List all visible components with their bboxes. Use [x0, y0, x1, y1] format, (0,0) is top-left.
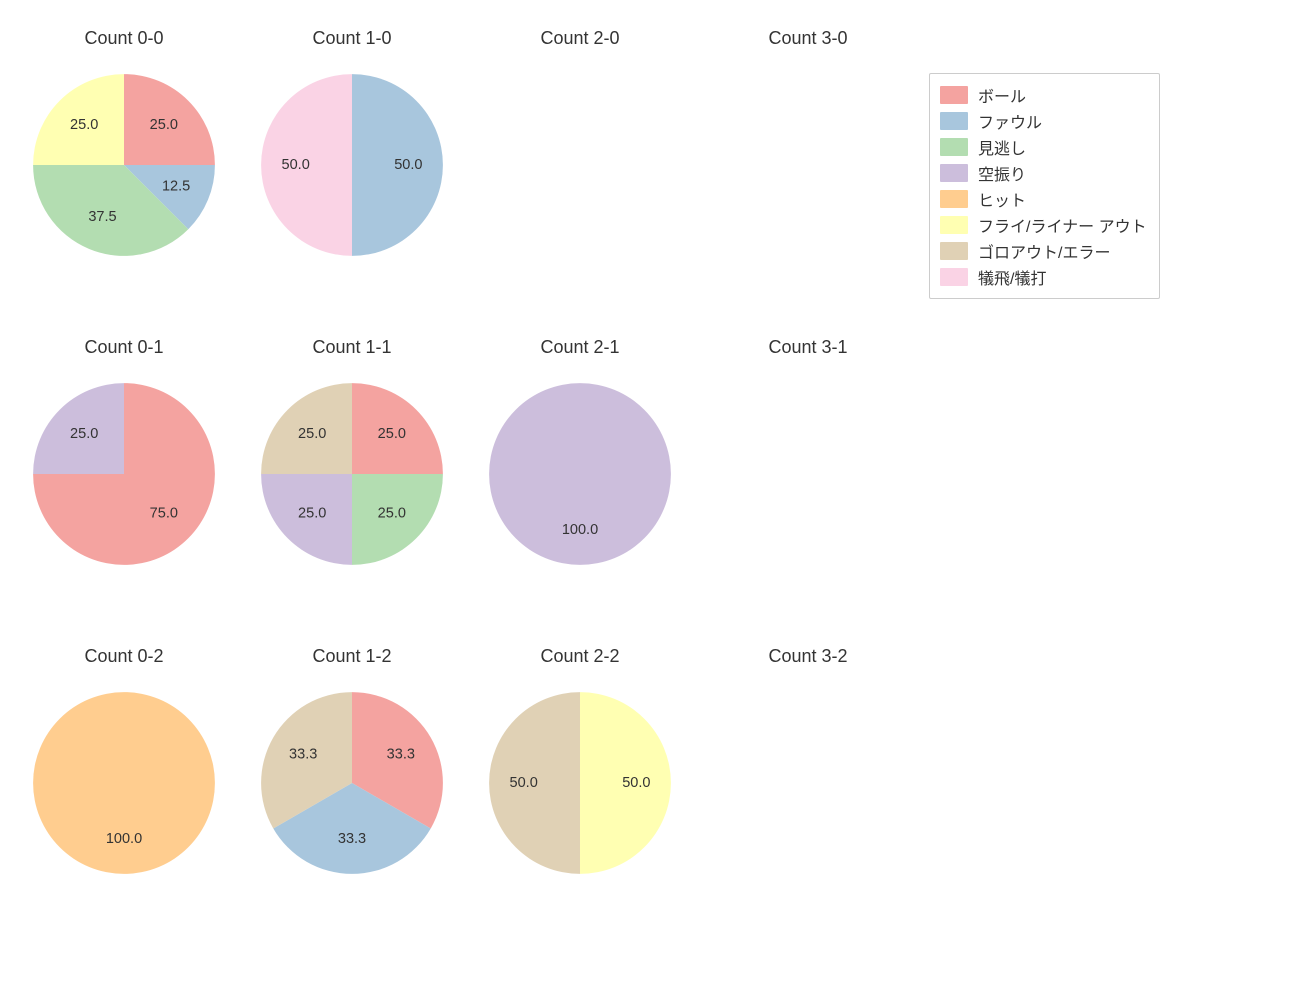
legend-swatch — [940, 216, 968, 234]
panel-title: Count 1-2 — [238, 646, 466, 667]
legend-item-looking: 見逃し — [940, 134, 1147, 160]
legend-swatch — [940, 138, 968, 156]
legend-label: ファウル — [978, 109, 1042, 133]
panel-title: Count 3-1 — [694, 337, 922, 358]
panel-count-2-2: Count 2-2 50.0 50.0 — [466, 628, 694, 937]
pie-slice-label: 12.5 — [162, 178, 190, 194]
legend-label: 見逃し — [978, 135, 1026, 159]
pie-slice-label: 25.0 — [70, 117, 98, 133]
pie-chart: 25.0 25.0 25.0 25.0 — [252, 374, 452, 574]
legend-item-foul: ファウル — [940, 108, 1147, 134]
pie-slice-label: 33.3 — [387, 747, 415, 763]
legend-label: ボール — [978, 83, 1026, 107]
panel-count-1-1: Count 1-1 25.0 25.0 25.0 25.0 — [238, 319, 466, 628]
panel-count-0-1: Count 0-1 75.0 25.0 — [10, 319, 238, 628]
panel-title: Count 1-1 — [238, 337, 466, 358]
legend-item-ball: ボール — [940, 82, 1147, 108]
pie-chart — [708, 683, 908, 883]
pie-chart: 100.0 — [480, 374, 680, 574]
pie-chart: 50.0 50.0 — [252, 65, 452, 265]
legend-swatch — [940, 86, 968, 104]
pie-chart — [480, 65, 680, 265]
pie-slice-label: 25.0 — [378, 426, 406, 442]
pie-chart — [708, 65, 908, 265]
pie-slice-label: 50.0 — [509, 775, 537, 791]
pie-slice-label: 50.0 — [622, 775, 650, 791]
legend-swatch — [940, 190, 968, 208]
panel-title: Count 2-0 — [466, 28, 694, 49]
pie-slice-label: 33.3 — [289, 747, 317, 763]
pie-chart — [708, 374, 908, 574]
pie-grid-figure: Count 0-025.012.537.525.0Count 1-050.050… — [0, 0, 1300, 1000]
panel-title: Count 0-0 — [10, 28, 238, 49]
legend-item-ground_out: ゴロアウト/エラー — [940, 238, 1147, 264]
panel-count-3-1: Count 3-1 — [694, 319, 922, 628]
panel-title: Count 3-2 — [694, 646, 922, 667]
legend-swatch — [940, 268, 968, 286]
legend-item-hit: ヒット — [940, 186, 1147, 212]
pie-slice-label: 25.0 — [150, 117, 178, 133]
panel-count-3-0: Count 3-0 — [694, 10, 922, 319]
pie-slice-label: 50.0 — [281, 157, 309, 173]
pie-chart: 33.3 33.3 33.3 — [252, 683, 452, 883]
panel-count-1-2: Count 1-2 33.3 33.3 33.3 — [238, 628, 466, 937]
pie-slice-label: 33.3 — [338, 831, 366, 847]
pie-chart: 75.0 25.0 — [24, 374, 224, 574]
legend-label: ゴロアウト/エラー — [978, 239, 1110, 263]
legend-label: フライ/ライナー アウト — [978, 213, 1147, 237]
legend: ボールファウル見逃し空振りヒットフライ/ライナー アウトゴロアウト/エラー犠飛/… — [929, 73, 1160, 299]
legend-item-swinging: 空振り — [940, 160, 1147, 186]
panel-title: Count 2-1 — [466, 337, 694, 358]
panel-title: Count 1-0 — [238, 28, 466, 49]
legend-label: 犠飛/犠打 — [978, 265, 1046, 289]
pie-chart: 100.0 — [24, 683, 224, 883]
legend-swatch — [940, 112, 968, 130]
legend-swatch — [940, 164, 968, 182]
legend-item-fly_out: フライ/ライナー アウト — [940, 212, 1147, 238]
panel-count-2-0: Count 2-0 — [466, 10, 694, 319]
pie-slice-label: 75.0 — [150, 506, 178, 522]
panel-count-3-2: Count 3-2 — [694, 628, 922, 937]
legend-swatch — [940, 242, 968, 260]
panel-count-0-2: Count 0-2 100.0 — [10, 628, 238, 937]
panel-count-2-1: Count 2-1 100.0 — [466, 319, 694, 628]
legend-item-sac: 犠飛/犠打 — [940, 264, 1147, 290]
legend-label: 空振り — [978, 161, 1026, 185]
pie-slice-label: 50.0 — [394, 157, 422, 173]
pie-slice-label: 25.0 — [298, 426, 326, 442]
pie-chart: 50.0 50.0 — [480, 683, 680, 883]
pie-slice-label: 25.0 — [378, 506, 406, 522]
pie-slice-label: 100.0 — [562, 522, 598, 538]
pie-slice-label: 25.0 — [298, 506, 326, 522]
pie-slice-label: 100.0 — [106, 831, 142, 847]
panel-count-0-0: Count 0-0 25.0 12.5 37.5 25.0 — [10, 10, 238, 319]
panel-title: Count 0-2 — [10, 646, 238, 667]
pie-slice-label: 25.0 — [70, 426, 98, 442]
pie-slice-label: 37.5 — [88, 209, 116, 225]
legend-label: ヒット — [978, 187, 1026, 211]
panel-title: Count 0-1 — [10, 337, 238, 358]
panel-count-1-0: Count 1-0 50.0 50.0 — [238, 10, 466, 319]
panel-title: Count 2-2 — [466, 646, 694, 667]
panel-title: Count 3-0 — [694, 28, 922, 49]
pie-chart: 25.0 12.5 37.5 25.0 — [24, 65, 224, 265]
